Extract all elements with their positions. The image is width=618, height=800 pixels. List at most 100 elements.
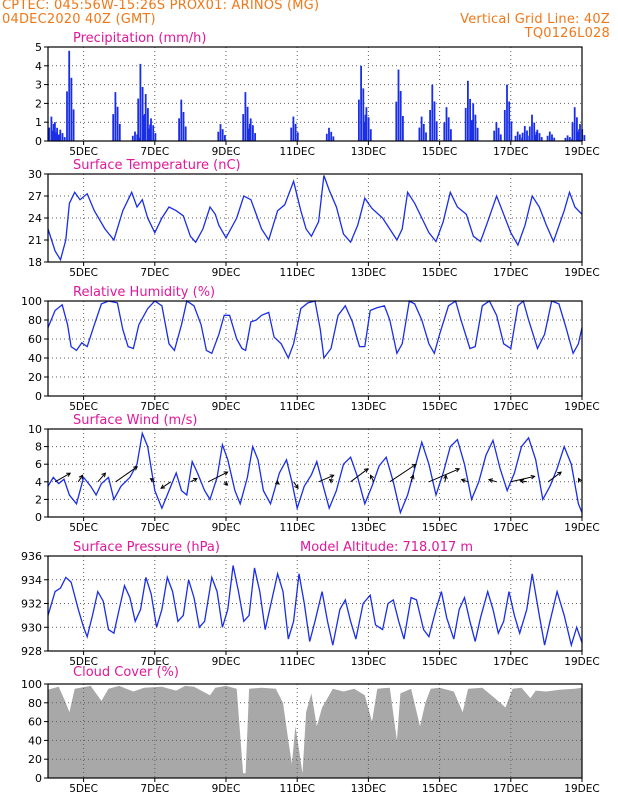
precip-bar <box>445 107 448 141</box>
y-tick-label: 0 <box>35 772 42 785</box>
wind-vector-head <box>487 478 494 483</box>
precip-bar <box>548 131 551 141</box>
precip-bar <box>134 131 136 141</box>
x-tick-label: 9DEC <box>212 146 241 158</box>
panel-3: 0 20 40 60 80 100 5DEC 7DEC 9DEC 11DEC 13DEC 15DEC 1… <box>21 285 600 413</box>
precip-bar <box>116 106 119 141</box>
x-tick-label: 11DEC <box>279 146 314 158</box>
wind-vector <box>350 468 369 483</box>
wind-vector-shaft <box>510 475 535 483</box>
panel-title: Precipitation (mm/h) <box>73 31 206 46</box>
precip-bar <box>224 135 226 141</box>
precip-bar <box>137 98 140 141</box>
wind-vector-shaft <box>97 472 106 483</box>
y-tick-label: 934 <box>21 574 42 587</box>
precip-bar <box>540 137 543 141</box>
y-tick-label: 100 <box>21 295 42 308</box>
wind-vector-head <box>363 468 369 473</box>
precip-bar <box>514 135 517 141</box>
precip-bar <box>362 88 365 141</box>
precip-bar <box>573 107 576 141</box>
wind-vector-head <box>101 472 107 478</box>
precip-bar <box>528 126 531 141</box>
wind-vector-head <box>66 472 72 477</box>
wind-vector-head <box>455 468 461 473</box>
precip-bar <box>332 136 335 141</box>
precip-bar <box>249 118 252 141</box>
x-tick-label: 5DEC <box>69 401 98 413</box>
precip-bar <box>114 92 117 141</box>
wind-vector-shaft <box>207 471 228 483</box>
precip-bar <box>533 122 536 141</box>
precip-bar <box>566 135 569 141</box>
precip-bar <box>576 131 579 141</box>
x-tick-label: 7DEC <box>140 267 169 279</box>
wind-vector-shaft <box>410 475 414 482</box>
x-tick-label: 13DEC <box>351 656 386 668</box>
x-tick-label: 9DEC <box>212 783 241 795</box>
wind-vector-head <box>519 478 525 484</box>
x-tick-label: 9DEC <box>212 401 241 413</box>
precip-bar <box>154 133 157 141</box>
precip-bar <box>538 133 541 141</box>
wind-vector-head <box>294 484 299 490</box>
panel-frame <box>47 428 583 518</box>
x-tick-label: 13DEC <box>351 146 386 158</box>
wind-vector-shaft <box>318 474 334 483</box>
y-tick-label: 100 <box>21 678 42 691</box>
x-tick-label: 5DEC <box>69 522 98 534</box>
precip-bar <box>141 87 144 141</box>
precip-bar <box>402 116 404 141</box>
precip-bar <box>519 134 521 141</box>
station-header: CPTEC: 045:56W-15:26S PROX01: ARINOS (MG… <box>2 0 320 13</box>
y-tick-label: 932 <box>21 598 42 611</box>
precip-bar <box>499 134 502 141</box>
wind-vector-head <box>275 480 280 485</box>
wind-vector-head <box>329 474 335 479</box>
y-tick-label: 2 <box>35 97 42 110</box>
precip-bar <box>142 115 145 141</box>
precip-bar <box>292 116 295 141</box>
y-tick-label: 60 <box>28 716 42 729</box>
precip-bar <box>583 135 586 141</box>
precip-bar <box>474 114 477 141</box>
precip-bar <box>138 137 141 141</box>
wind-vector <box>149 477 156 483</box>
wind-vector <box>293 481 299 490</box>
x-tick-label: 15DEC <box>422 146 457 158</box>
panel-5: 928 930 932 934 936 5DEC 7DEC 9DEC 11DEC 13DEC 15D… <box>21 540 600 668</box>
x-tick-label: 17DEC <box>493 522 528 534</box>
x-tick-label: 15DEC <box>422 656 457 668</box>
precip-bar <box>68 50 71 141</box>
panel-title: Relative Humidity (%) <box>73 285 215 300</box>
wind-vector-head <box>410 474 415 480</box>
x-tick-label: 11DEC <box>279 401 314 413</box>
x-tick-label: 9DEC <box>212 522 241 534</box>
precip-bar <box>447 117 450 141</box>
precip-bar <box>531 114 533 141</box>
precip-bar <box>61 133 64 141</box>
y-tick-label: 40 <box>28 734 42 747</box>
y-tick-label: 2 <box>35 493 42 506</box>
precip-bar <box>526 130 528 141</box>
precip-bar <box>443 122 446 141</box>
precip-bar <box>242 114 245 141</box>
wind-vector <box>578 477 583 483</box>
precip-bar <box>536 129 539 141</box>
wind-vector-shaft <box>160 481 172 489</box>
y-tick-label: 20 <box>28 371 42 384</box>
panel-4: 0 2 4 6 8 10 5DEC 7DEC 9DEC 11DEC 13DEC 15DEC 17DEC 1… <box>28 413 600 534</box>
precip-bar <box>330 131 333 141</box>
precip-bar <box>325 133 328 141</box>
x-tick-label: 11DEC <box>279 267 314 279</box>
precip-bar <box>493 130 496 141</box>
precip-bar <box>399 91 402 141</box>
precip-bar <box>469 98 471 141</box>
precip-bar <box>571 122 574 141</box>
precip-bar <box>450 129 452 141</box>
run-date-label: 04DEC2020 40Z (GMT) <box>2 12 156 27</box>
precip-bar <box>551 134 553 141</box>
wind-vector <box>428 468 461 483</box>
precip-bar <box>182 112 185 141</box>
